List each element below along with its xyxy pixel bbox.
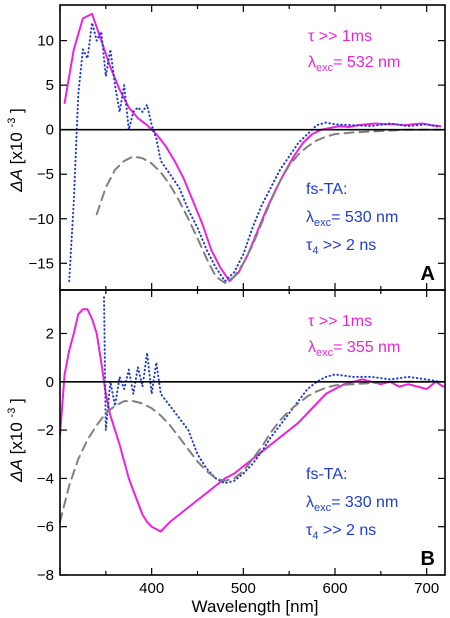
annotation-fsta: fs-TA: xyxy=(306,466,347,483)
y-label-end: ] xyxy=(7,398,26,403)
y-label-unit: [x10 xyxy=(7,132,26,164)
panel-label: B xyxy=(421,548,435,570)
series-line-solid xyxy=(63,12,442,283)
annotation-tau: τ >> 1ms xyxy=(308,28,372,45)
tau-sub: 4 xyxy=(312,245,318,257)
y-axis-label-a: ΔA [x10 -3 ] xyxy=(0,108,26,193)
y-tick-label: −5 xyxy=(37,166,54,183)
annotation-tau: τ >> 1ms xyxy=(308,313,372,330)
annotation-lambda: λexc= 532 nm xyxy=(308,54,400,74)
tau-symbol: τ xyxy=(306,237,313,254)
y-tick-label: 10 xyxy=(37,33,54,50)
y-axis-label-b: ΔA [x10 -3 ] xyxy=(0,398,26,483)
y-tick-label: −10 xyxy=(29,211,54,228)
lambda-value: = 532 nm xyxy=(333,54,400,71)
series-line-dotted xyxy=(68,21,442,283)
tau-value: >> 2 ns xyxy=(318,237,376,254)
y-tick-label: −4 xyxy=(37,470,54,487)
y-tick-label: −15 xyxy=(29,255,54,272)
lambda-sub: exc xyxy=(314,502,332,514)
annotation-tau4: τ4 >> 2 ns xyxy=(306,522,376,542)
lambda-value: = 530 nm xyxy=(331,209,398,226)
tau-sub: 4 xyxy=(312,530,318,542)
annotation-fsta: fs-TA: xyxy=(306,181,347,198)
annotation-lambda: λexc= 355 nm xyxy=(308,339,400,359)
annotation-exc: λexc= 330 nm xyxy=(306,494,398,514)
y-tick-label: 2 xyxy=(46,325,54,342)
lambda-symbol: λ xyxy=(306,494,314,511)
series-line-dotted xyxy=(103,296,442,485)
annotation-tau4: τ4 >> 2 ns xyxy=(306,237,376,257)
x-tick-label: 400 xyxy=(139,580,164,597)
y-tick-label: −2 xyxy=(37,422,54,439)
y-label-main: ΔA xyxy=(7,459,26,483)
series-line-dashed xyxy=(95,128,442,284)
series-line-solid xyxy=(59,308,445,533)
y-tick-label: 0 xyxy=(46,374,54,391)
tau-value: >> 2 ns xyxy=(318,522,376,539)
annotation-exc: λexc= 530 nm xyxy=(306,209,398,229)
x-tick-label: 700 xyxy=(414,580,439,597)
lambda-symbol: λ xyxy=(308,339,316,356)
y-label-main: ΔA xyxy=(7,169,26,193)
y-label-exp: -3 xyxy=(6,118,18,128)
x-tick-label: 500 xyxy=(231,580,256,597)
series-line-dashed xyxy=(59,380,442,523)
lambda-sub: exc xyxy=(316,62,334,74)
plot-frame xyxy=(59,289,446,576)
panel-label: A xyxy=(421,263,435,285)
x-axis-label: Wavelength [nm] xyxy=(192,597,319,616)
y-tick-label: −8 xyxy=(37,567,54,584)
lambda-sub: exc xyxy=(314,217,332,229)
lambda-value: = 330 nm xyxy=(331,494,398,511)
lambda-symbol: λ xyxy=(308,54,316,71)
x-tick-label: 600 xyxy=(322,580,347,597)
y-tick-label: 5 xyxy=(46,77,54,94)
lambda-sub: exc xyxy=(316,347,334,359)
y-tick-label: −6 xyxy=(37,519,54,536)
tau-symbol: τ xyxy=(306,522,313,539)
lambda-symbol: λ xyxy=(306,209,314,226)
y-label-exp: -3 xyxy=(6,408,18,418)
y-label-end: ] xyxy=(7,108,26,113)
lambda-value: = 355 nm xyxy=(333,339,400,356)
y-tick-label: 0 xyxy=(46,122,54,139)
y-label-unit: [x10 xyxy=(7,422,26,454)
